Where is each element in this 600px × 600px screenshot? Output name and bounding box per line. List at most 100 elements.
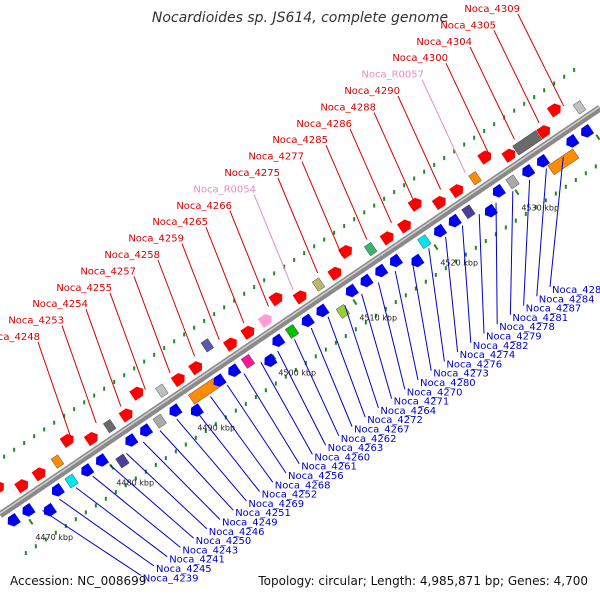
guide-dot xyxy=(103,386,106,391)
guide-dot xyxy=(134,476,137,481)
guide-dot xyxy=(163,346,166,351)
guide-dot xyxy=(514,218,517,223)
guide-dot xyxy=(243,291,246,296)
gene-arrow-shape xyxy=(434,223,448,238)
gene-arrow-shape xyxy=(316,303,330,318)
gene-arrow xyxy=(449,184,464,199)
bottom-label-leader xyxy=(495,202,498,325)
guide-dot xyxy=(53,420,56,425)
guide-dot xyxy=(494,232,497,237)
bottom-gene-label: Noca_4268 xyxy=(275,480,331,491)
gene-box-shape xyxy=(50,454,65,469)
guide-dot xyxy=(194,435,197,440)
gene-box-shape xyxy=(468,171,482,186)
top-gene-label: Noca_4300 xyxy=(392,53,448,64)
top-gene-label: Noca_R0057 xyxy=(361,70,424,81)
bottom-label-leader xyxy=(428,248,445,362)
top-gene-label: Noca_4309 xyxy=(464,4,520,15)
gene-box xyxy=(335,304,350,319)
gene-arrow-shape xyxy=(169,403,183,417)
top-label-leader xyxy=(85,309,122,407)
guide-dot xyxy=(313,244,316,249)
guide-dot xyxy=(363,210,366,215)
guide-dot xyxy=(364,320,367,325)
guide-dot xyxy=(344,334,347,339)
gene-arrow xyxy=(448,213,462,228)
guide-dot xyxy=(574,177,577,182)
top-gene-label: Noca_4277 xyxy=(248,152,304,163)
gene-box-shape xyxy=(335,304,350,319)
gene-arrow xyxy=(546,103,561,118)
gene-arrow-shape xyxy=(566,134,580,148)
bottom-gene-label: Noca_4261 xyxy=(301,462,357,473)
guide-dot xyxy=(554,191,557,196)
guide-dot xyxy=(533,95,536,100)
gene-arrow-shape xyxy=(228,363,242,377)
bottom-gene-label: Noca_4271 xyxy=(394,397,450,408)
guide-dot xyxy=(443,156,446,161)
bottom-gene-label: Noca_4245 xyxy=(156,564,212,575)
gene-arrow-shape xyxy=(129,386,144,401)
guide-dot xyxy=(23,441,26,446)
gene-box-shape xyxy=(64,473,79,489)
top-gene-label: Noca_4266 xyxy=(176,201,232,212)
gene-arrow-shape xyxy=(448,213,462,228)
gene-arrow-shape xyxy=(484,203,498,218)
bottom-label-leader xyxy=(260,361,313,455)
top-gene-label: Noca_4248 xyxy=(0,332,40,343)
gene-box-shape xyxy=(505,174,520,190)
bottom-gene-label: Noca_4269 xyxy=(248,499,304,510)
top-gene-label: Noca_4285 xyxy=(272,135,328,146)
gene-box xyxy=(240,353,256,369)
guide-dot xyxy=(524,211,527,216)
bottom-gene-label: Noca_4289 xyxy=(552,285,600,296)
bottom-gene-label: Noca_4239 xyxy=(143,573,199,584)
guide-dot xyxy=(334,340,337,345)
guide-dot xyxy=(263,278,266,283)
guide-dot xyxy=(484,239,487,244)
guide-dot xyxy=(543,88,546,93)
gene-arrow xyxy=(14,479,29,494)
bottom-gene-label: Noca_4260 xyxy=(314,452,370,463)
gene-arrow-shape xyxy=(407,197,422,212)
gene-arrow-shape xyxy=(375,263,389,278)
gene-box xyxy=(311,277,326,292)
gene-box-shape xyxy=(102,419,117,434)
gene-box xyxy=(50,454,65,469)
gene-arrow-shape xyxy=(188,361,203,376)
bottom-gene-label: Noca_4262 xyxy=(341,434,397,445)
kbp-tick xyxy=(352,298,358,306)
bottom-gene-label: Noca_4241 xyxy=(169,555,225,566)
top-label-leader xyxy=(397,95,442,190)
bottom-label-leader xyxy=(210,396,274,483)
guide-dot xyxy=(293,257,296,262)
guide-dot xyxy=(203,318,206,323)
guide-dot xyxy=(73,407,76,412)
gene-arrow-shape xyxy=(0,481,4,496)
gene-arrow-shape xyxy=(581,124,595,138)
gene-arrow-shape xyxy=(31,467,46,482)
gene-arrow xyxy=(118,408,133,423)
guide-dot xyxy=(24,551,27,556)
gene-arrow xyxy=(396,219,411,234)
guide-dot xyxy=(493,122,496,127)
guide-dot xyxy=(83,400,86,405)
guide-dot xyxy=(284,374,287,379)
top-gene-label: Noca_4304 xyxy=(416,37,472,48)
gene-arrow-shape xyxy=(14,479,29,494)
gene-arrow-shape xyxy=(81,463,95,477)
guide-dot xyxy=(54,530,57,535)
bottom-gene-label: Noca_4273 xyxy=(433,369,489,380)
bottom-label-leader xyxy=(344,305,379,409)
gene-arrow xyxy=(581,124,595,138)
bottom-label-leader xyxy=(361,293,393,399)
gene-arrow-shape xyxy=(345,283,359,298)
kbp-tick xyxy=(433,244,439,251)
gene-arrow-shape xyxy=(170,372,185,388)
guide-dot xyxy=(3,454,6,459)
gene-arrow xyxy=(83,431,98,447)
gene-arrow xyxy=(501,148,516,163)
gene-arrow xyxy=(228,363,242,377)
